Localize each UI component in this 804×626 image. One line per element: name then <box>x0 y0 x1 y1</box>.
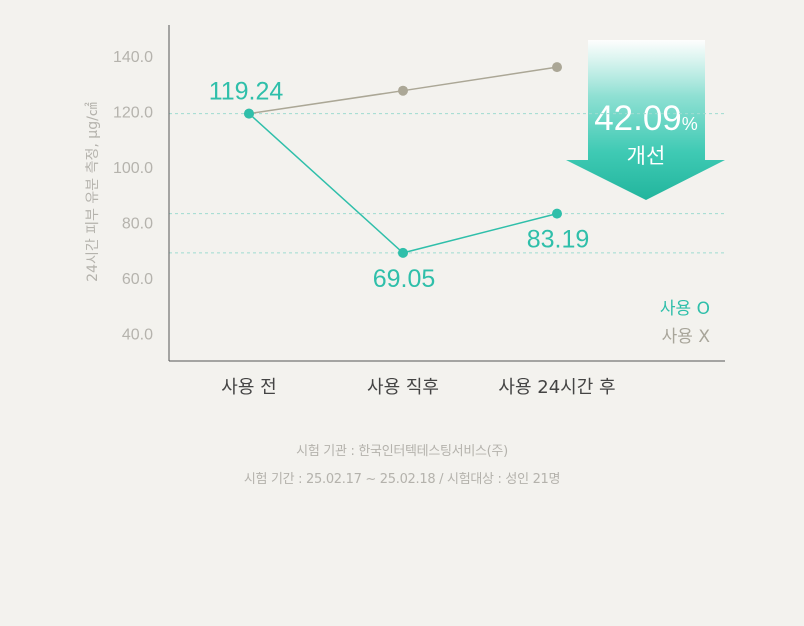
data-points <box>244 62 562 258</box>
legend-item-used: 사용 O <box>660 299 710 319</box>
data-point <box>552 208 562 219</box>
data-point <box>244 108 254 119</box>
y-tick-label: 80.0 <box>122 216 153 233</box>
data-point <box>398 247 408 258</box>
data-label: 83.19 <box>527 226 590 254</box>
improvement-percent-sign: % <box>682 114 698 134</box>
y-tick-label: 120.0 <box>113 105 153 122</box>
data-point <box>398 85 408 96</box>
data-label: 69.05 <box>373 265 436 293</box>
y-axis-label: 24시간 피부 유분 측정, μg/㎠ <box>85 102 101 282</box>
y-tick-label: 100.0 <box>113 160 153 177</box>
improvement-arrow: 42.09% 개선 <box>566 40 725 200</box>
data-labels: 119.24 69.05 83.19 <box>209 78 590 293</box>
improvement-percent-value: 42.09 <box>594 99 682 138</box>
x-tick-label: 사용 전 <box>221 377 276 398</box>
data-point <box>552 62 562 73</box>
data-label: 119.24 <box>209 78 284 106</box>
x-tick-label: 사용 직후 <box>367 377 439 398</box>
series-line-0 <box>248 113 558 254</box>
x-tick-label: 사용 24시간 후 <box>498 377 615 398</box>
improvement-label: 개선 <box>627 144 666 168</box>
axes <box>168 25 725 362</box>
y-tick-label: 60.0 <box>122 271 153 288</box>
x-tick-labels: 사용 전 사용 직후 사용 24시간 후 <box>221 377 615 398</box>
legend: 사용 O 사용 X <box>660 299 710 347</box>
improvement-percent: 42.09% <box>594 99 698 138</box>
legend-item-not-used: 사용 X <box>662 327 711 347</box>
y-tick-label: 40.0 <box>122 327 153 344</box>
footnote-test-period: 시험 기간 : 25.02.17 ~ 25.02.18 / 시험대상 : 성인 … <box>243 472 561 487</box>
y-tick-labels: 40.0 60.0 80.0 100.0 120.0 140.0 <box>113 49 153 344</box>
reference-lines <box>169 113 725 254</box>
down-arrow-icon <box>566 40 725 200</box>
footnote-test-institution: 시험 기관 : 한국인터텍테스팅서비스(주) <box>296 444 508 459</box>
y-tick-label: 140.0 <box>113 49 153 66</box>
